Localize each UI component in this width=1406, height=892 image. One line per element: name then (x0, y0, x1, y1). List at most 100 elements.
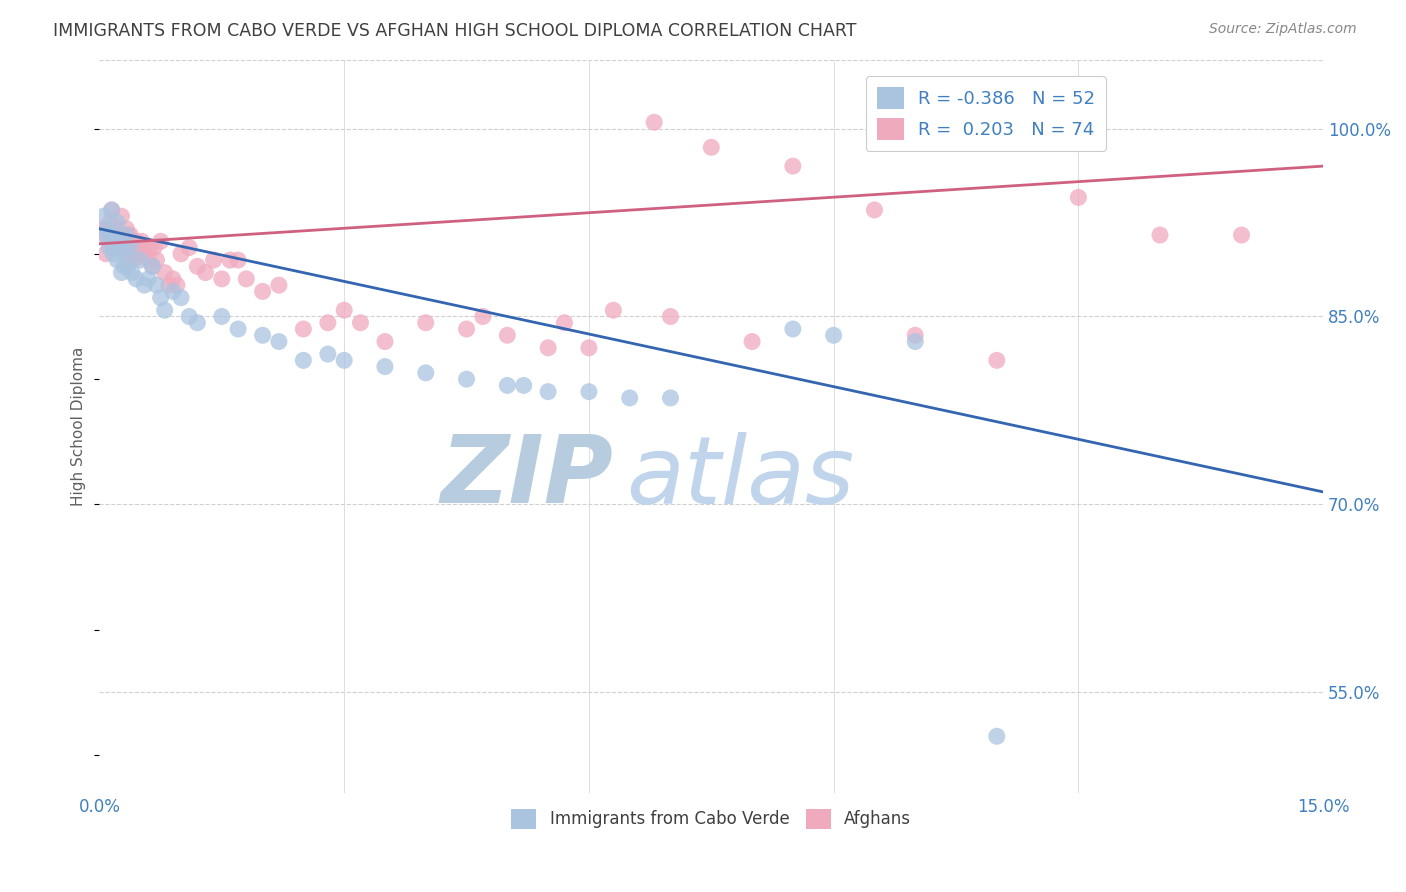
Point (100, 202, 122, 217)
Point (125, 272, 148, 286)
Point (1149, 227, 1171, 242)
Point (110, 209, 132, 223)
Point (143, 241, 166, 255)
Point (97, 221, 120, 235)
Point (456, 372, 478, 386)
Point (292, 322, 315, 336)
Point (267, 334, 290, 349)
Point (125, 235, 148, 249)
Point (166, 278, 188, 293)
Point (202, 253, 225, 268)
Point (91, 221, 114, 235)
Legend: Immigrants from Cabo Verde, Afghans: Immigrants from Cabo Verde, Afghans (505, 802, 918, 836)
Point (496, 378, 519, 392)
Point (111, 241, 134, 255)
Point (100, 202, 122, 217)
Point (104, 235, 127, 249)
Y-axis label: High School Diploma: High School Diploma (72, 346, 86, 506)
Point (103, 227, 125, 242)
Point (153, 266, 176, 280)
Point (333, 303, 356, 318)
Point (103, 235, 125, 249)
Point (111, 235, 134, 249)
Point (122, 253, 145, 268)
Point (186, 260, 208, 274)
Point (1230, 227, 1253, 242)
Point (226, 253, 249, 268)
Point (138, 253, 160, 268)
Point (94, 227, 117, 242)
Text: ZIP: ZIP (440, 432, 613, 524)
Point (316, 316, 339, 330)
Point (112, 260, 135, 274)
Point (782, 322, 804, 336)
Point (121, 241, 143, 255)
Point (115, 221, 138, 235)
Point (986, 353, 1008, 368)
Point (117, 260, 139, 274)
Point (316, 347, 339, 361)
Point (141, 260, 163, 274)
Point (98, 235, 121, 249)
Point (114, 247, 136, 261)
Point (415, 366, 437, 380)
Point (139, 241, 162, 255)
Point (374, 334, 396, 349)
Point (120, 227, 142, 242)
Point (98, 215, 121, 229)
Point (93, 227, 115, 242)
Point (415, 316, 437, 330)
Point (904, 328, 927, 343)
Point (114, 241, 136, 255)
Point (145, 278, 167, 293)
Point (94, 247, 117, 261)
Point (659, 310, 682, 324)
Point (121, 266, 143, 280)
Point (496, 328, 519, 343)
Point (659, 391, 682, 405)
Point (194, 266, 217, 280)
Point (149, 235, 172, 249)
Text: Source: ZipAtlas.com: Source: ZipAtlas.com (1209, 22, 1357, 37)
Point (170, 247, 193, 261)
Point (153, 303, 176, 318)
Point (105, 227, 128, 242)
Point (252, 285, 274, 299)
Point (267, 278, 290, 293)
Point (643, 115, 665, 129)
Point (741, 334, 763, 349)
Point (129, 253, 152, 268)
Point (145, 253, 167, 268)
Point (157, 278, 180, 293)
Point (134, 278, 156, 293)
Point (131, 235, 153, 249)
Point (619, 391, 641, 405)
Point (112, 235, 135, 249)
Point (117, 227, 139, 242)
Point (120, 241, 142, 255)
Point (219, 253, 242, 268)
Point (107, 241, 129, 255)
Point (471, 310, 494, 324)
Point (98, 241, 121, 255)
Point (149, 291, 172, 305)
Point (129, 241, 152, 255)
Point (292, 353, 315, 368)
Point (456, 322, 478, 336)
Point (104, 221, 127, 235)
Point (186, 316, 208, 330)
Point (134, 247, 156, 261)
Point (333, 353, 356, 368)
Text: IMMIGRANTS FROM CABO VERDE VS AFGHAN HIGH SCHOOL DIPLOMA CORRELATION CHART: IMMIGRANTS FROM CABO VERDE VS AFGHAN HIG… (53, 22, 856, 40)
Point (578, 384, 600, 399)
Point (110, 266, 132, 280)
Point (904, 334, 927, 349)
Point (138, 272, 160, 286)
Point (235, 272, 257, 286)
Point (252, 328, 274, 343)
Point (578, 341, 600, 355)
Point (103, 247, 125, 261)
Point (135, 241, 157, 255)
Point (512, 378, 534, 392)
Point (823, 328, 845, 343)
